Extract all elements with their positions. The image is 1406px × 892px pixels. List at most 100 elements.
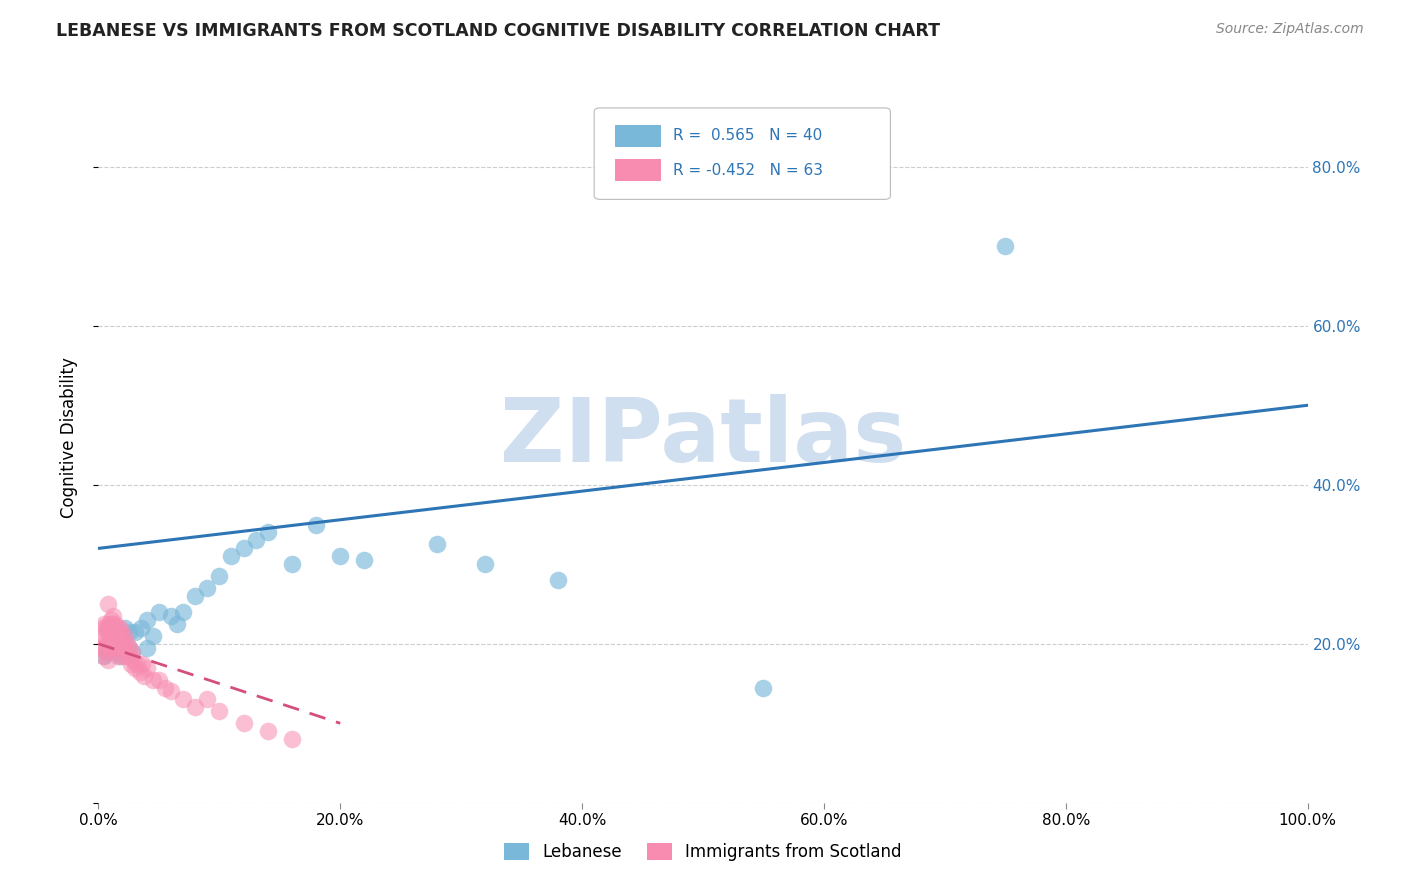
Point — [124, 660, 146, 674]
Point — [100, 613, 122, 627]
Point — [118, 640, 141, 655]
Point — [108, 621, 131, 635]
Point — [110, 629, 132, 643]
Point — [97, 653, 120, 667]
Point — [97, 597, 120, 611]
Legend: Lebanese, Immigrants from Scotland: Lebanese, Immigrants from Scotland — [498, 836, 908, 868]
Point — [100, 640, 122, 655]
Point — [118, 640, 141, 655]
Point — [208, 705, 231, 719]
Point — [121, 645, 143, 659]
Point — [131, 657, 153, 671]
Point — [105, 624, 128, 639]
Point — [134, 668, 156, 682]
Point — [108, 624, 131, 639]
Point — [100, 616, 122, 631]
FancyBboxPatch shape — [614, 125, 661, 146]
Point — [245, 533, 267, 548]
Y-axis label: Cognitive Disability: Cognitive Disability — [59, 357, 77, 517]
Point — [114, 621, 136, 635]
Point — [221, 549, 243, 564]
Point — [96, 645, 118, 659]
Point — [142, 629, 165, 643]
Point — [104, 616, 127, 631]
Point — [93, 629, 115, 643]
Point — [90, 640, 112, 655]
Point — [103, 624, 125, 639]
Point — [121, 645, 143, 659]
Point — [115, 648, 138, 663]
Text: LEBANESE VS IMMIGRANTS FROM SCOTLAND COGNITIVE DISABILITY CORRELATION CHART: LEBANESE VS IMMIGRANTS FROM SCOTLAND COG… — [56, 22, 941, 40]
FancyBboxPatch shape — [595, 108, 890, 200]
Point — [353, 553, 375, 567]
Point — [232, 716, 254, 731]
Point — [118, 624, 141, 639]
Point — [110, 640, 132, 655]
Text: ZIPatlas: ZIPatlas — [501, 393, 905, 481]
Text: Source: ZipAtlas.com: Source: ZipAtlas.com — [1216, 22, 1364, 37]
Point — [105, 632, 128, 647]
Point — [96, 624, 118, 639]
Point — [93, 648, 115, 663]
Point — [108, 640, 131, 655]
Point — [994, 239, 1017, 253]
Point — [122, 653, 145, 667]
Point — [112, 640, 135, 655]
Point — [124, 624, 146, 639]
Point — [111, 648, 134, 663]
Point — [96, 637, 118, 651]
Point — [111, 637, 134, 651]
Point — [232, 541, 254, 556]
Point — [91, 621, 114, 635]
Point — [474, 558, 496, 572]
Point — [100, 629, 122, 643]
Point — [305, 517, 328, 532]
Point — [101, 640, 124, 655]
Point — [256, 724, 278, 739]
Point — [160, 609, 183, 624]
Point — [111, 632, 134, 647]
Point — [120, 657, 142, 671]
Point — [94, 645, 117, 659]
Point — [107, 621, 129, 635]
Point — [135, 613, 157, 627]
Point — [94, 621, 117, 635]
Text: R = -0.452   N = 63: R = -0.452 N = 63 — [672, 162, 823, 178]
Point — [103, 621, 125, 635]
Point — [135, 660, 157, 674]
Point — [256, 525, 278, 540]
Point — [184, 700, 207, 714]
Point — [101, 637, 124, 651]
Point — [208, 569, 231, 583]
Point — [91, 648, 114, 663]
Point — [547, 573, 569, 587]
Point — [129, 621, 152, 635]
Point — [91, 637, 114, 651]
Point — [148, 673, 170, 687]
Point — [101, 609, 124, 624]
Point — [118, 648, 141, 663]
Point — [160, 684, 183, 698]
Point — [195, 692, 218, 706]
Point — [105, 645, 128, 659]
Point — [184, 589, 207, 603]
Point — [108, 632, 131, 647]
Point — [172, 605, 194, 619]
Point — [93, 616, 115, 631]
Point — [752, 681, 775, 695]
Point — [281, 558, 304, 572]
Point — [153, 681, 176, 695]
Point — [127, 657, 149, 671]
Point — [128, 665, 150, 679]
Point — [100, 640, 122, 655]
FancyBboxPatch shape — [614, 159, 661, 181]
Point — [148, 605, 170, 619]
Point — [172, 692, 194, 706]
Point — [195, 581, 218, 595]
Point — [426, 537, 449, 551]
Point — [100, 632, 122, 647]
Point — [107, 648, 129, 663]
Point — [103, 632, 125, 647]
Point — [114, 629, 136, 643]
Point — [105, 624, 128, 639]
